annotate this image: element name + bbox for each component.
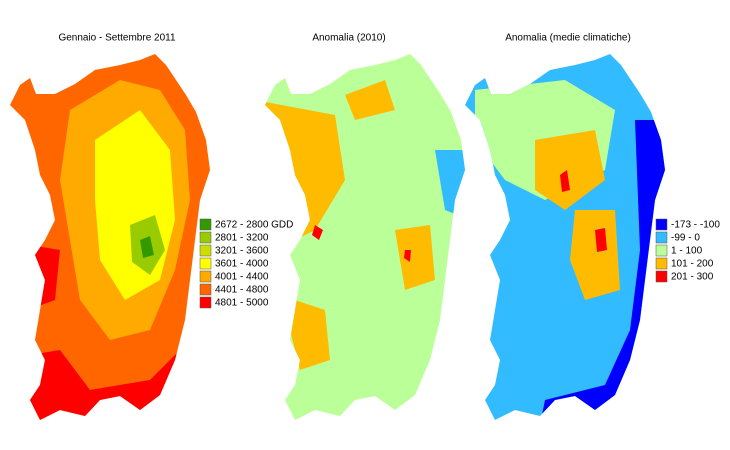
legend: 2672 - 2800 GDD 2801 - 3200 3201 - 3600 360…	[199, 218, 293, 309]
legend-swatch	[199, 257, 212, 270]
legend-label: 3201 - 3600	[215, 246, 269, 257]
map-title: Anomalia (2010)	[312, 33, 385, 44]
legend-label: 3601 - 4000	[215, 259, 269, 270]
legend-label: 4401 - 4800	[215, 285, 269, 296]
legend-swatch	[655, 244, 668, 257]
legend-swatch	[655, 231, 668, 244]
map-titles: Gennaio - Settembre 2011 Anomalia (2010)…	[58, 33, 630, 44]
legend-label: 101 - 200	[671, 259, 714, 270]
legend-swatch	[199, 244, 212, 257]
legend-swatch	[199, 296, 212, 309]
legend-label: 2672 - 2800 GDD	[215, 220, 293, 231]
legend-label: 1 - 100	[671, 246, 703, 257]
legend-swatch	[199, 270, 212, 283]
legend-label: 4001 - 4400	[215, 272, 269, 283]
legend-swatch	[199, 231, 212, 244]
map-anomaly-climate	[465, 54, 665, 420]
map-anomaly-2010	[265, 54, 465, 420]
legend-label: 4801 - 5000	[215, 298, 269, 309]
map-title: Gennaio - Settembre 2011	[58, 33, 176, 44]
map-title: Anomalia (medie climatiche)	[505, 33, 631, 44]
legend-label: -99 - 0	[671, 233, 700, 244]
legend-swatch	[199, 218, 212, 231]
legend-label: 201 - 300	[671, 272, 714, 283]
legend-label: 2801 - 3200	[215, 233, 269, 244]
legend: -173 - -100 -99 - 0 1 - 100 101 - 200 201 - …	[655, 218, 720, 283]
legend-swatch	[199, 283, 212, 296]
legend-swatch	[655, 218, 668, 231]
map-gdd	[10, 54, 210, 420]
legend-swatch	[655, 257, 668, 270]
legend-swatch	[655, 270, 668, 283]
legend-label: -173 - -100	[671, 220, 720, 231]
